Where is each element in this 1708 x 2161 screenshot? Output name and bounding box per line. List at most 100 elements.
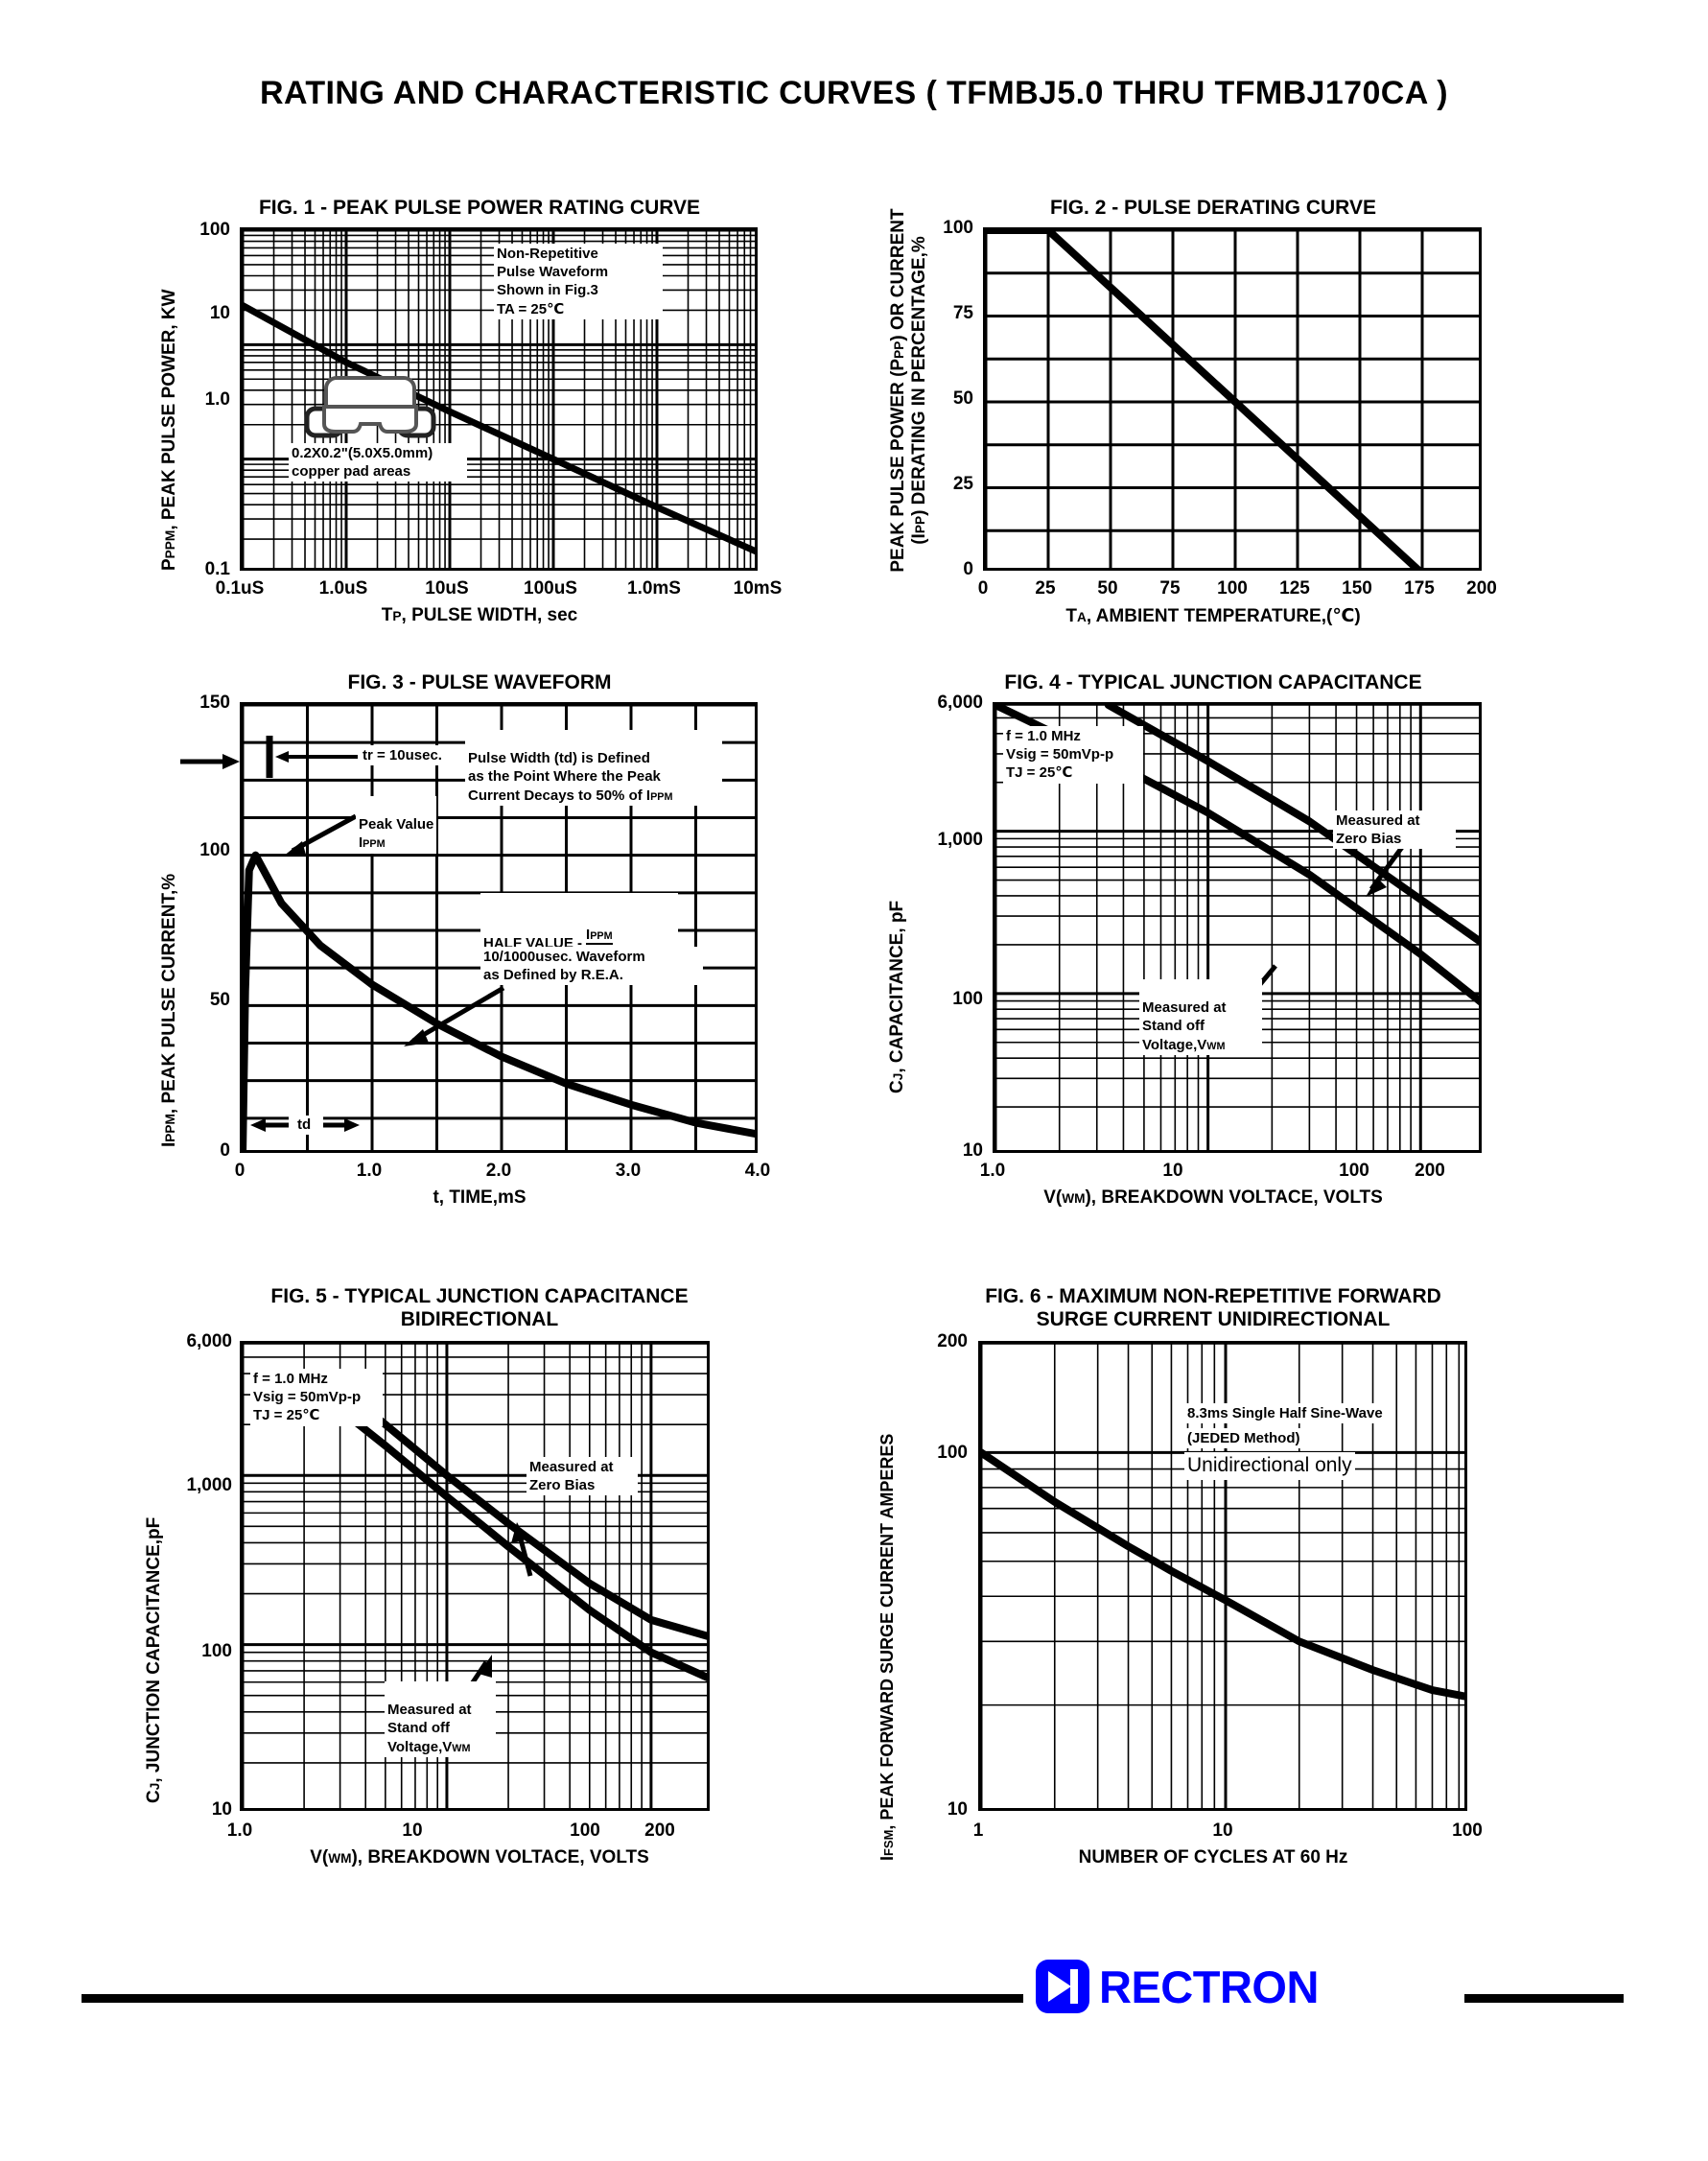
diode-triangle — [1048, 1971, 1071, 2002]
figure-1-ytick-3: 0.1 — [204, 559, 230, 579]
figure-2-xtick-4: 100 — [1217, 578, 1248, 599]
figure-5-xtick-0: 1.0 — [226, 1820, 253, 1841]
figure-4-ylabel: CJ, CAPACITANCE, pF — [887, 900, 907, 1093]
figure-6-method-note-1: 8.3ms Single Half Sine-Wave — [1184, 1403, 1386, 1424]
figure-6-xtick-2: 100 — [1452, 1820, 1483, 1841]
figure-1-ytick-1: 10 — [209, 303, 230, 323]
figure-3-ylabel: IPPM, PEAK PULSE CURRENT,% — [159, 873, 179, 1147]
figure-1-ylabel: PPPM, PEAK PULSE POWER, KW — [159, 289, 179, 571]
figure-4-xlabel: V(WM), BREAKDOWN VOLTACE, VOLTS — [1043, 1187, 1383, 1208]
figure-3-title: FIG. 3 - PULSE WAVEFORM — [347, 671, 612, 693]
figure-4-title: FIG. 4 - TYPICAL JUNCTION CAPACITANCE — [1004, 671, 1422, 693]
figure-1-title: FIG. 1 - PEAK PULSE POWER RATING CURVE — [258, 197, 701, 219]
figure-5-ytick-1: 1,000 — [186, 1475, 232, 1495]
figure-2-ytick-1: 75 — [952, 303, 973, 323]
package-outline-icon — [304, 376, 436, 438]
figure-6-xtick-0: 1 — [972, 1820, 984, 1841]
figure-3-peak-value-note: Peak Value IPPM — [356, 796, 437, 854]
figure-1-xtick-1: 1.0uS — [318, 578, 368, 599]
figure-2-xtick-3: 75 — [1159, 578, 1181, 599]
figure-6-method-note-2: (JEDED Method) — [1184, 1428, 1303, 1449]
figure-2-xtick-5: 125 — [1279, 578, 1310, 599]
figure-6-method-note-3: Unidirectional only — [1184, 1452, 1355, 1480]
figure-5-xtick-1: 10 — [402, 1820, 423, 1841]
figure-4-ytick-0: 6,000 — [937, 693, 983, 713]
figure-1-xtick-2: 10uS — [425, 578, 469, 599]
footer-rule-left — [82, 1994, 1023, 2003]
figure-3-xtick-2: 2.0 — [485, 1161, 512, 1181]
figure-4-xtick-2: 100 — [1339, 1161, 1369, 1181]
figure-2-canvas — [986, 230, 1479, 568]
figure-3-ytick-2: 50 — [209, 990, 230, 1010]
figure-2-xtick-7: 175 — [1404, 578, 1435, 599]
figure-1-copper-pad-note: 0.2X0.2"(5.0X5.0mm) copper pad areas — [289, 443, 467, 482]
figure-3-pulse-width-note: Pulse Width (td) is Defined as the Point … — [465, 730, 722, 806]
figure-3-ytick-1: 100 — [199, 840, 230, 860]
figure-3-left-pointer-icon — [180, 754, 240, 769]
figure-2-xtick-2: 50 — [1097, 578, 1118, 599]
figure-1-ytick-0: 100 — [199, 220, 230, 240]
figure-1-xtick-4: 1.0mS — [627, 578, 681, 599]
figure-6-plot: 8.3ms Single Half Sine-Wave (JEDED Metho… — [978, 1341, 1467, 1811]
figure-1-xtick-0: 0.1uS — [215, 578, 265, 599]
figure-1-xtick-5: 10mS — [733, 578, 783, 599]
figure-2-ylabel: PEAK PULSE POWER (PPP) OR CURRENT (IPP) D… — [888, 208, 929, 573]
figure-6-ytick-1: 100 — [937, 1443, 968, 1463]
figure-5-ytick-2: 100 — [201, 1641, 232, 1661]
figure-5-ylabel: CJ, JUNCTION CAPACITANCE,pF — [144, 1516, 164, 1803]
figure-4-ytick-2: 100 — [952, 989, 983, 1009]
figure-2-xlabel: TA, AMBIENT TEMPERATURE,(℃) — [1065, 606, 1361, 626]
figure-3-xtick-0: 0 — [234, 1161, 246, 1181]
figure-2-xtick-1: 25 — [1035, 578, 1056, 599]
figure-3-xlabel: t, TIME,mS — [433, 1187, 526, 1208]
figure-3-td-label: td — [297, 1116, 312, 1133]
figure-3-rise-time-note: tr = 10usec. — [360, 745, 445, 766]
footer-rule-right — [1464, 1994, 1624, 2003]
figure-3-plot: tr = 10usec. Pulse Width (td) is Defined… — [240, 702, 758, 1153]
figure-1-conditions-note: Non-Repetitive Pulse Waveform Shown in F… — [494, 244, 663, 319]
figure-2-ytick-3: 25 — [952, 474, 973, 494]
figure-1-xtick-3: 100uS — [524, 578, 577, 599]
figure-5-standoff-label: Measured at Stand off Voltage,VWM — [385, 1681, 496, 1757]
figure-1-xlabel: TP, PULSE WIDTH, sec — [144, 605, 815, 626]
figure-3-ytick-0: 150 — [199, 693, 230, 713]
figure-3-waveform-note: 10/1000usec. Waveform as Defined by R.E.… — [480, 947, 703, 986]
figure-5-xlabel: V(WM), BREAKDOWN VOLTACE, VOLTS — [310, 1847, 649, 1867]
figure-5-xtick-3: 200 — [644, 1820, 675, 1841]
figure-4: FIG. 4 - TYPICAL JUNCTION CAPACITANCE f … — [868, 671, 1558, 1208]
figure-1-plot: Non-Repetitive Pulse Waveform Shown in F… — [240, 227, 758, 571]
figure-4-zero-bias-label: Measured at Zero Bias — [1333, 810, 1456, 850]
figure-1-xlabel-text: TP, PULSE WIDTH, sec — [381, 605, 578, 625]
figure-2-xtick-0: 0 — [977, 578, 989, 599]
half-value-numerator: IPPM — [586, 926, 613, 943]
figure-1-canvas — [243, 230, 755, 568]
figure-1-ytick-2: 1.0 — [204, 389, 230, 410]
figure-4-plot: f = 1.0 MHz Vsig = 50mVp-p TJ = 25℃ Meas… — [993, 702, 1482, 1153]
figure-5-ytick-0: 6,000 — [186, 1331, 232, 1351]
figure-2-ytick-4: 0 — [963, 559, 973, 579]
figure-1: FIG. 1 - PEAK PULSE POWER RATING CURVE N… — [144, 197, 815, 625]
figure-3-xtick-3: 3.0 — [615, 1161, 642, 1181]
figure-2: FIG. 2 - PULSE DERATING CURVE 100 75 50 … — [868, 197, 1558, 626]
figure-5: FIG. 5 - TYPICAL JUNCTION CAPACITANCE BI… — [144, 1285, 815, 1899]
figure-3-xtick-4: 4.0 — [744, 1161, 771, 1181]
figure-4-standoff-label: Measured at Stand off Voltage,VWM — [1139, 979, 1262, 1055]
figure-3-xtick-1: 1.0 — [356, 1161, 383, 1181]
figure-4-xtick-1: 10 — [1162, 1161, 1183, 1181]
figure-5-xtick-2: 100 — [570, 1820, 600, 1841]
figure-3-ytick-3: 0 — [220, 1140, 230, 1161]
brand-logo: RECTRON — [1036, 1957, 1319, 2016]
figure-4-xtick-0: 1.0 — [979, 1161, 1006, 1181]
figure-6-ylabel: IFSM, PEAK FORWARD SURGE CURRENT AMPERES — [877, 1433, 897, 1861]
figure-2-ytick-2: 50 — [952, 388, 973, 409]
figure-5-plot: f = 1.0 MHz Vsig = 50mVp-p TJ = 25℃ Meas… — [240, 1341, 710, 1811]
figure-6-ytick-0: 200 — [937, 1331, 968, 1351]
figure-3: FIG. 3 - PULSE WAVEFORM — [144, 671, 815, 1208]
figure-4-conditions-note: f = 1.0 MHz Vsig = 50mVp-p TJ = 25℃ — [1003, 726, 1143, 784]
figure-2-xtick-6: 150 — [1342, 578, 1372, 599]
page-title: RATING AND CHARACTERISTIC CURVES ( TFMBJ… — [259, 75, 1449, 111]
figure-5-canvas — [243, 1344, 707, 1808]
figure-4-ytick-1: 1,000 — [937, 830, 983, 850]
figure-5-conditions-note: f = 1.0 MHz Vsig = 50mVp-p TJ = 25℃ — [250, 1369, 383, 1426]
